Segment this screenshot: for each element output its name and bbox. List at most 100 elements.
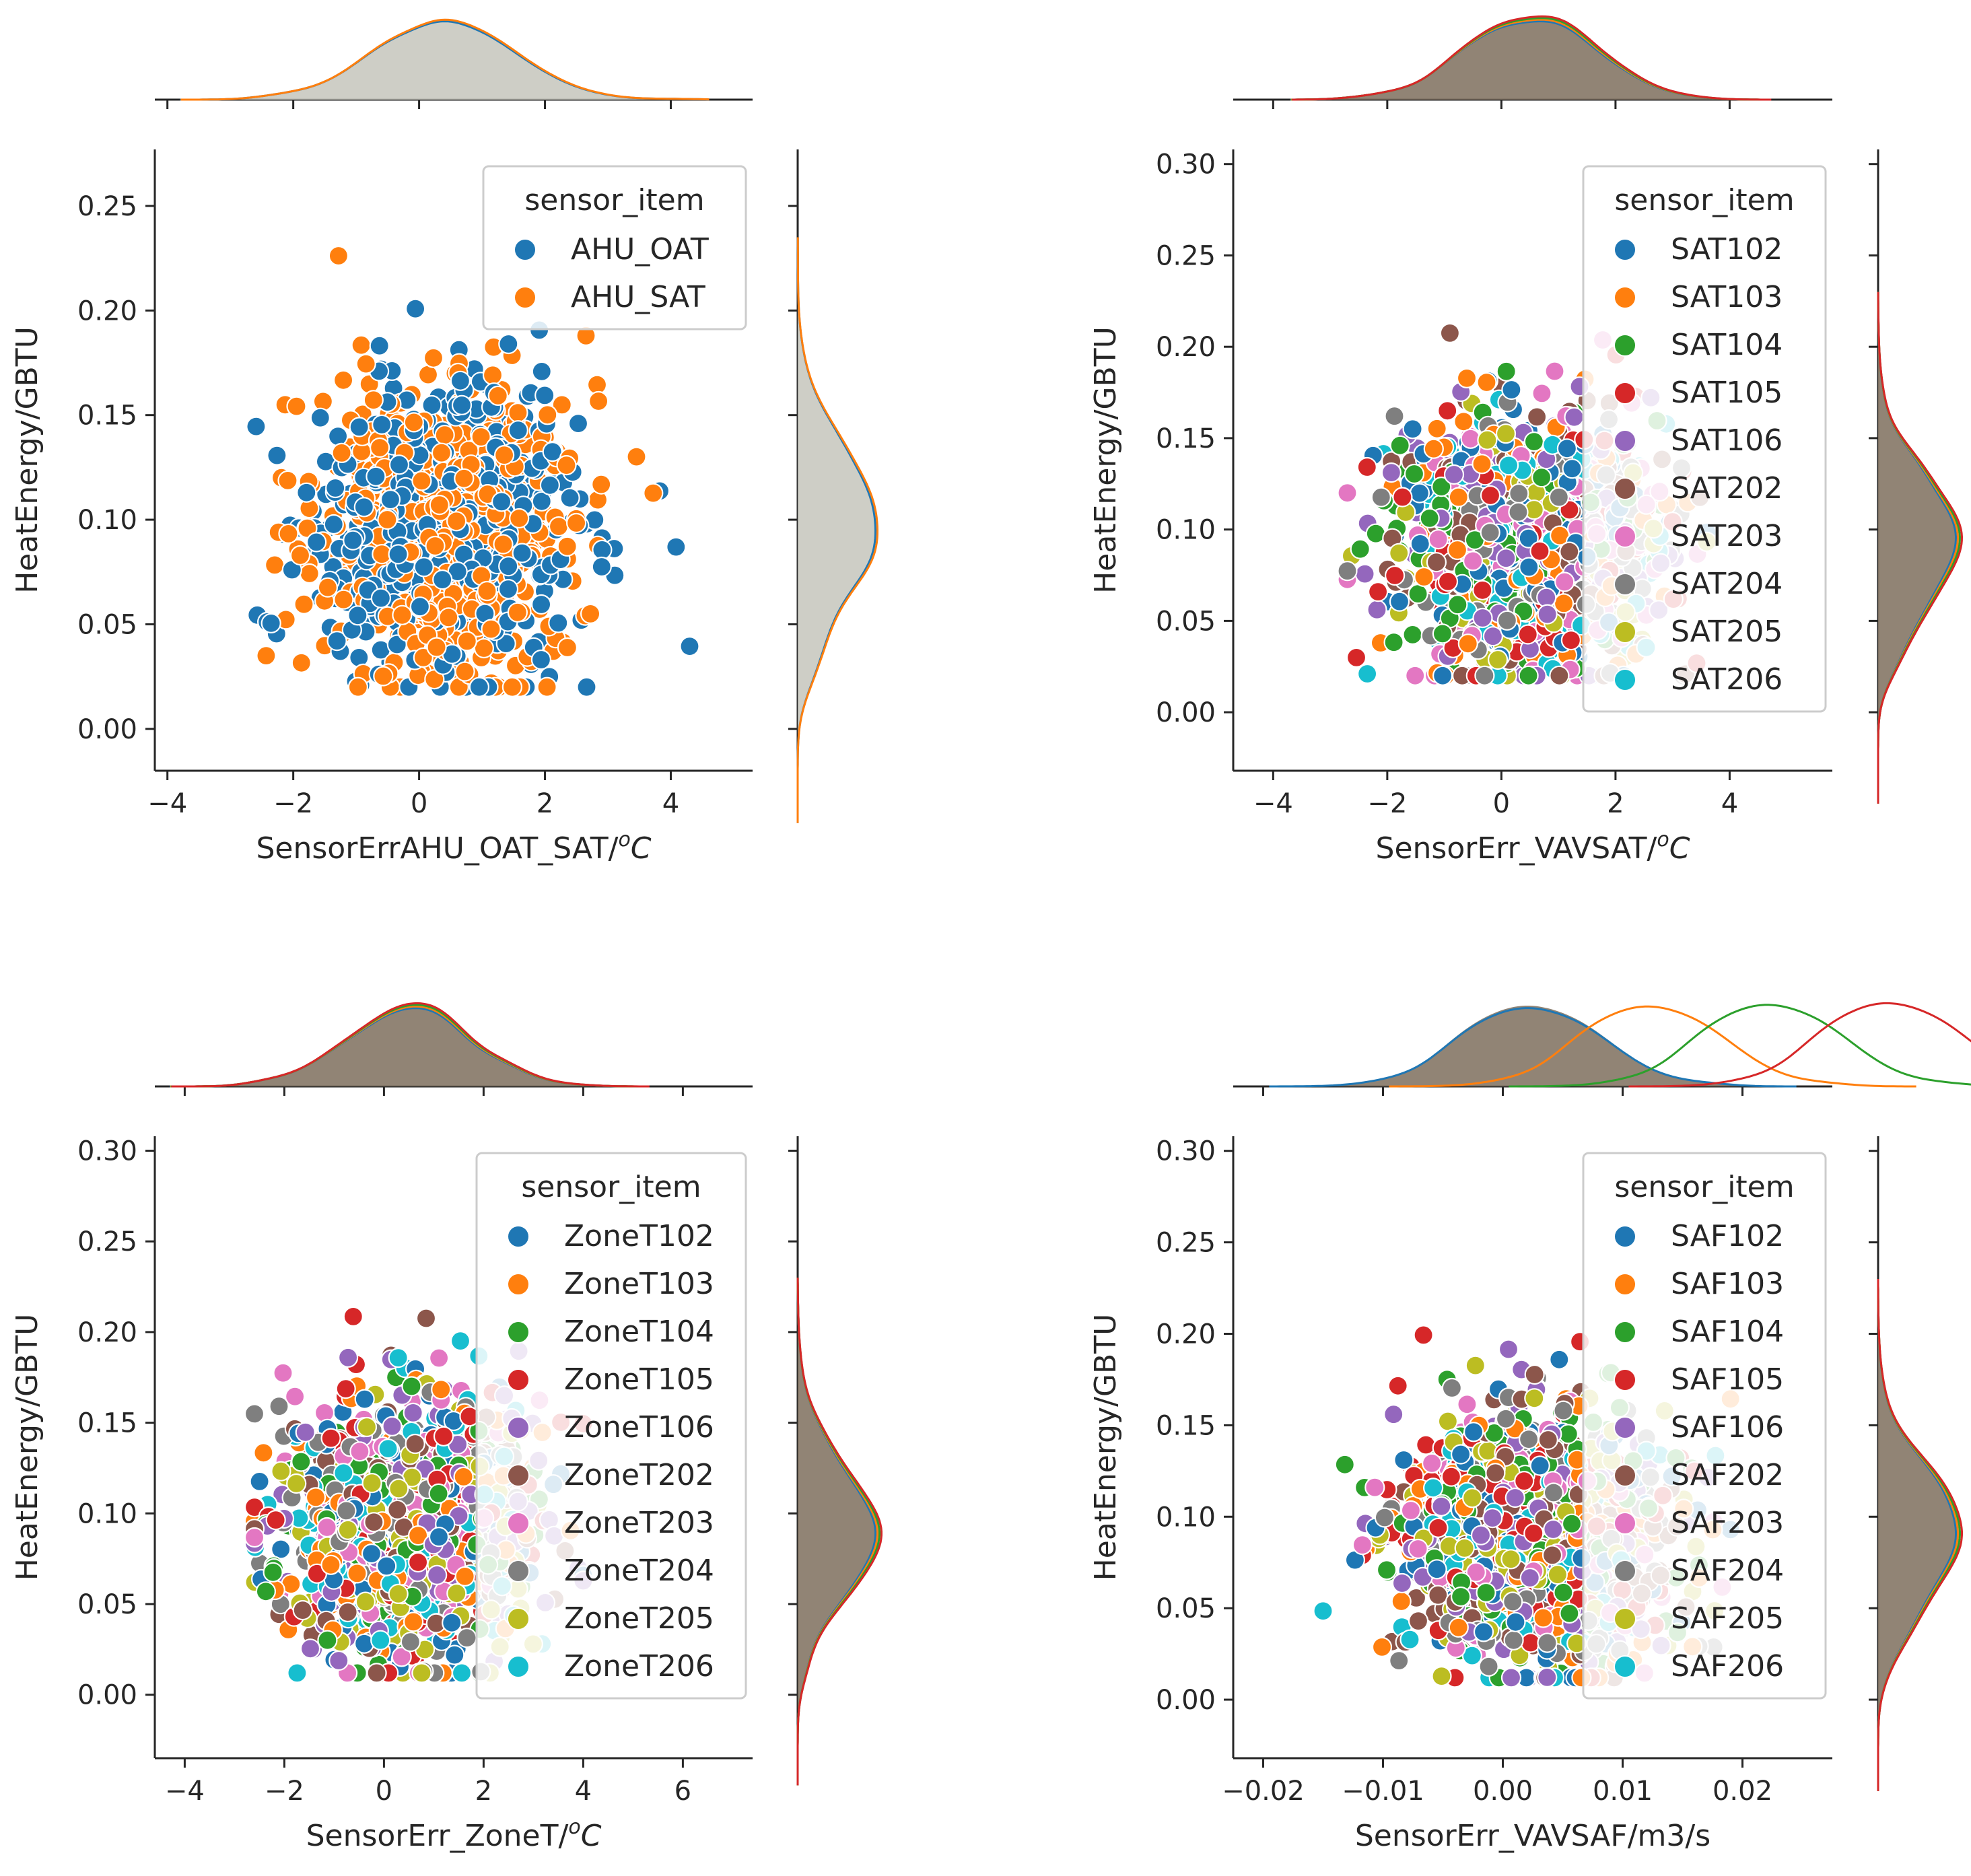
- scatter-point: [310, 407, 331, 428]
- scatter-point: [1385, 565, 1406, 586]
- scatter-point: [456, 631, 477, 652]
- scatter-point: [401, 1376, 422, 1397]
- scatter-point: [1517, 624, 1538, 645]
- scatter-point: [1554, 571, 1575, 592]
- scatter-point: [1482, 626, 1503, 647]
- legend-marker: [507, 1225, 530, 1248]
- scatter-point: [335, 1379, 356, 1399]
- scatter-point: [1350, 539, 1371, 559]
- x-tick-label: 0.00: [1473, 1776, 1533, 1807]
- scatter-point: [246, 416, 267, 437]
- legend-title: sensor_item: [1614, 183, 1794, 217]
- scatter-point: [376, 1556, 397, 1576]
- scatter-point: [1402, 419, 1423, 440]
- scatter-point: [343, 1306, 364, 1327]
- scatter-point: [493, 444, 515, 466]
- scatter-point: [508, 420, 528, 441]
- y-tick-label: 0.20: [77, 296, 137, 326]
- scatter-point: [1443, 464, 1465, 485]
- scatter-point: [378, 1438, 399, 1459]
- y-axis-label: HeatEnergy/GBTU: [10, 326, 44, 594]
- x-tick-label: 0: [411, 788, 427, 819]
- x-axis-label-text: SensorErr_VAVSAT/: [1376, 831, 1657, 866]
- scatter-point: [497, 578, 519, 600]
- scatter-point: [271, 1461, 291, 1482]
- scatter-point: [400, 1632, 421, 1653]
- scatter-point: [473, 637, 495, 659]
- x-tick-label: −0.02: [1222, 1776, 1305, 1807]
- scatter-point: [588, 390, 609, 412]
- scatter-point: [534, 385, 555, 406]
- scatter-point: [343, 530, 364, 551]
- scatter-point: [1460, 428, 1481, 449]
- joint-plot-1: −4 −2 0 2 40.000.050.100.150.200.25SensorErr…: [10, 18, 879, 866]
- scatter-point: [477, 580, 497, 602]
- scatter-point: [1337, 561, 1358, 582]
- x-tick-label: 0: [376, 1776, 392, 1807]
- scatter-point: [1529, 541, 1550, 561]
- x-tick-label: 6: [675, 1776, 691, 1807]
- scatter-point: [1564, 407, 1585, 427]
- legend-entry: ZoneT206: [564, 1649, 714, 1683]
- scatter-point: [256, 645, 277, 666]
- scatter-point: [507, 602, 528, 623]
- scatter-point: [453, 1466, 474, 1487]
- scatter-point: [1383, 1404, 1404, 1425]
- scatter-point: [377, 509, 398, 530]
- scatter-point: [317, 1630, 338, 1651]
- scatter-point: [428, 1348, 450, 1368]
- scatter-point: [592, 539, 613, 561]
- scatter-point: [1404, 463, 1425, 485]
- scatter-point: [265, 1510, 286, 1531]
- scatter-point: [407, 1552, 429, 1573]
- scatter-point: [413, 647, 434, 668]
- scatter-point: [567, 413, 589, 434]
- scatter-point: [1392, 487, 1413, 508]
- scatter-point: [328, 1650, 349, 1671]
- scatter-point: [295, 1422, 316, 1443]
- scatter-point: [363, 390, 384, 411]
- scatter-point: [1337, 483, 1358, 503]
- scatter-point: [493, 534, 514, 555]
- scatter-point: [580, 603, 601, 625]
- scatter-point: [1476, 372, 1497, 393]
- y-tick-label: 0.30: [77, 1136, 137, 1167]
- scatter-point: [337, 1519, 359, 1540]
- scatter-point: [296, 482, 317, 503]
- scatter-point: [316, 1517, 337, 1538]
- scatter-point: [353, 497, 374, 518]
- scatter-point: [531, 361, 552, 382]
- scatter-point: [291, 652, 312, 673]
- scatter-point: [450, 370, 471, 391]
- x-axis-label-unit: C: [631, 831, 652, 866]
- scatter-point: [356, 1416, 378, 1438]
- scatter-point: [444, 1644, 465, 1665]
- scatter-point: [1488, 649, 1509, 670]
- x-tick-label: −0.01: [1342, 1776, 1424, 1807]
- x-tick-label: −4: [165, 1776, 205, 1807]
- legend-marker: [1614, 668, 1636, 691]
- scatter-point: [354, 1389, 375, 1410]
- scatter-point: [326, 630, 347, 652]
- legend: sensor_itemSAT102SAT103SAT104SAT105SAT10…: [1582, 165, 1827, 713]
- y-tick-label: 0.10: [77, 1498, 137, 1529]
- scatter-point: [255, 1581, 276, 1602]
- scatter-point: [286, 1473, 307, 1494]
- scatter-point: [388, 544, 409, 565]
- x-tick-label: 0.02: [1713, 1776, 1772, 1807]
- legend-entry: AHU_SAT: [571, 280, 705, 314]
- scatter-point: [559, 487, 580, 508]
- scatter-point: [454, 661, 475, 682]
- scatter-point: [380, 489, 401, 510]
- legend-marker: [507, 1464, 530, 1487]
- scatter-point: [428, 1527, 450, 1548]
- scatter-point: [273, 1362, 293, 1383]
- scatter-point: [1432, 665, 1453, 686]
- scatter-point: [434, 425, 455, 446]
- scatter-point: [373, 666, 394, 687]
- legend-entry: ZoneT106: [564, 1410, 714, 1445]
- x-tick-label: −2: [273, 788, 313, 819]
- scatter-point: [1432, 623, 1453, 644]
- scatter-point: [454, 468, 475, 489]
- x-tick-label: 2: [537, 788, 553, 819]
